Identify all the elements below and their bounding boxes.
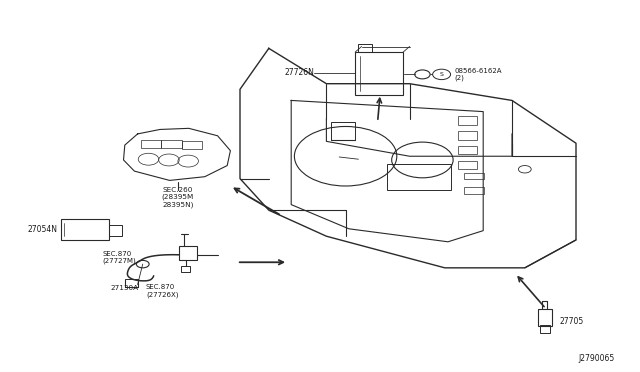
Bar — [331, 122, 355, 140]
Bar — [387, 164, 451, 190]
Text: 08566-6162A
(2): 08566-6162A (2) — [454, 68, 502, 81]
Bar — [109, 225, 122, 236]
Bar — [61, 219, 109, 240]
Bar — [182, 141, 202, 149]
Bar — [358, 44, 372, 52]
Bar — [458, 161, 477, 169]
Bar — [464, 187, 484, 194]
Bar — [458, 116, 477, 125]
Bar — [125, 279, 138, 287]
Text: 27726N: 27726N — [285, 68, 315, 77]
Bar — [181, 266, 190, 272]
Bar — [540, 325, 550, 333]
Bar — [464, 173, 484, 179]
Bar — [458, 131, 477, 140]
Bar — [355, 52, 403, 95]
Text: 27130A: 27130A — [111, 285, 139, 291]
Text: S: S — [440, 72, 444, 77]
Text: SEC.260
(28395M
28395N): SEC.260 (28395M 28395N) — [162, 187, 194, 208]
Text: SEC.870
(27727M): SEC.870 (27727M) — [102, 251, 136, 264]
Bar — [179, 246, 197, 260]
Bar — [538, 309, 552, 326]
Text: 27054N: 27054N — [28, 225, 58, 234]
Text: SEC.870
(27726X): SEC.870 (27726X) — [146, 284, 179, 298]
Text: J2790065: J2790065 — [578, 355, 614, 363]
Bar — [161, 140, 182, 148]
Bar — [458, 146, 477, 154]
Bar — [141, 140, 161, 148]
Text: 27705: 27705 — [560, 317, 584, 326]
